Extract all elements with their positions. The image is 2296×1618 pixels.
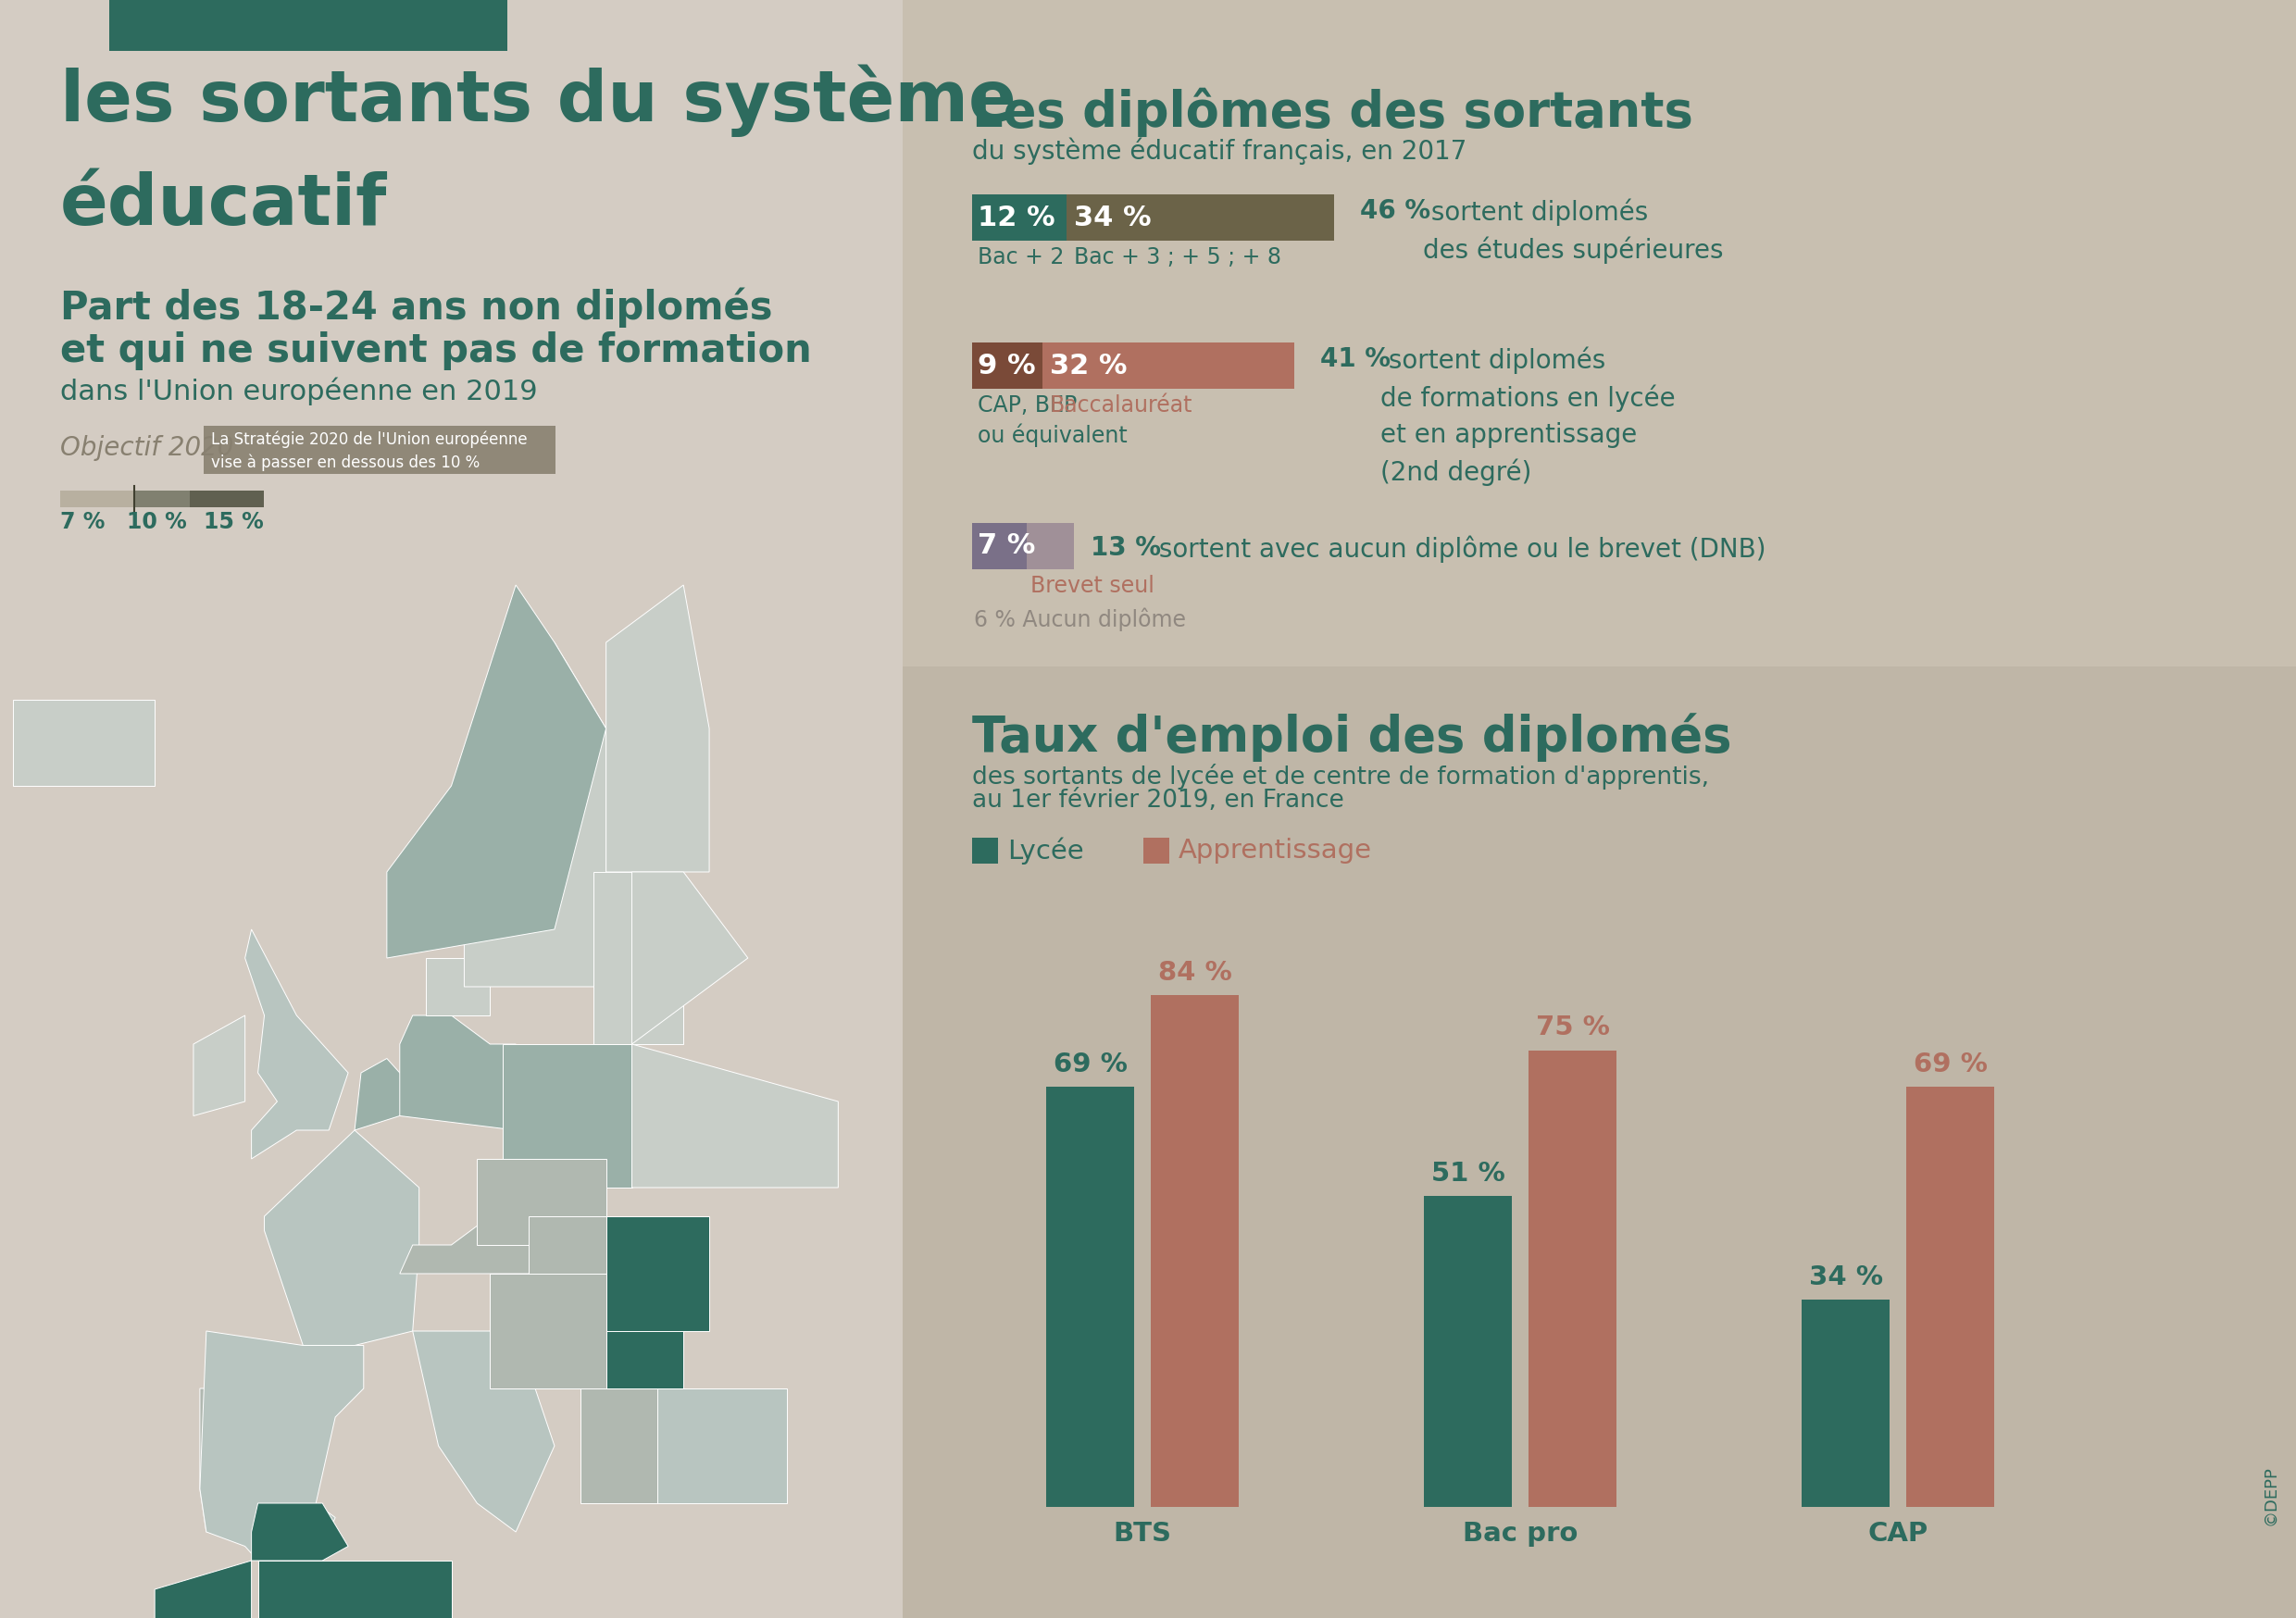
Text: Lycée: Lycée: [1008, 837, 1084, 864]
Text: éducatif: éducatif: [60, 172, 388, 239]
Text: sortent avec aucun diplôme ou le brevet (DNB): sortent avec aucun diplôme ou le brevet …: [1150, 536, 1766, 563]
Text: Apprentissage: Apprentissage: [1178, 838, 1373, 864]
FancyBboxPatch shape: [971, 343, 1295, 388]
Polygon shape: [193, 1016, 246, 1116]
Text: Objectif 2020: Objectif 2020: [60, 435, 234, 461]
Polygon shape: [489, 1273, 606, 1388]
FancyBboxPatch shape: [971, 523, 1075, 570]
FancyBboxPatch shape: [1802, 1299, 1890, 1506]
Text: BTS: BTS: [1114, 1521, 1171, 1547]
FancyBboxPatch shape: [971, 343, 1042, 388]
FancyBboxPatch shape: [971, 523, 1026, 570]
FancyBboxPatch shape: [971, 194, 1334, 241]
Polygon shape: [386, 586, 606, 958]
FancyBboxPatch shape: [204, 426, 556, 474]
Text: ©DEPP: ©DEPP: [2262, 1466, 2278, 1526]
Polygon shape: [400, 1217, 542, 1273]
FancyBboxPatch shape: [60, 490, 133, 508]
Text: 12 %: 12 %: [978, 204, 1056, 231]
Text: 51 %: 51 %: [1430, 1162, 1504, 1188]
Polygon shape: [200, 1332, 363, 1561]
Text: 13 %: 13 %: [1091, 536, 1162, 561]
Text: La Stratégie 2020 de l'Union européenne
vise à passer en dessous des 10 %: La Stratégie 2020 de l'Union européenne …: [211, 432, 528, 471]
Text: Bac + 3 ; + 5 ; + 8: Bac + 3 ; + 5 ; + 8: [1075, 246, 1281, 269]
Text: 46 %: 46 %: [1359, 197, 1430, 223]
Text: 7 %: 7 %: [60, 511, 106, 534]
Text: sortent diplomés
de formations en lycée
et en apprentissage
(2nd degré): sortent diplomés de formations en lycée …: [1380, 346, 1676, 485]
Text: 7 %: 7 %: [978, 532, 1035, 560]
Polygon shape: [200, 1388, 239, 1532]
Text: 69 %: 69 %: [1054, 1052, 1127, 1078]
Polygon shape: [154, 1561, 253, 1618]
Polygon shape: [246, 929, 349, 1158]
FancyBboxPatch shape: [1529, 1050, 1616, 1506]
Text: CAP: CAP: [1867, 1521, 1929, 1547]
FancyBboxPatch shape: [1047, 1087, 1134, 1506]
Text: les sortants du système: les sortants du système: [60, 65, 1017, 138]
Text: 69 %: 69 %: [1913, 1052, 1986, 1078]
Text: Part des 18-24 ans non diplomés: Part des 18-24 ans non diplomés: [60, 286, 771, 327]
FancyBboxPatch shape: [971, 194, 1068, 241]
Text: CAP, BEP
ou équivalent: CAP, BEP ou équivalent: [978, 395, 1127, 447]
FancyBboxPatch shape: [1150, 995, 1240, 1506]
Polygon shape: [631, 872, 748, 1044]
Polygon shape: [354, 1058, 413, 1131]
Polygon shape: [478, 1158, 606, 1244]
Text: Bac + 2: Bac + 2: [978, 246, 1063, 269]
FancyBboxPatch shape: [191, 490, 264, 508]
FancyBboxPatch shape: [902, 0, 2296, 1618]
FancyBboxPatch shape: [902, 667, 2296, 1618]
Text: Taux d'emploi des diplomés: Taux d'emploi des diplomés: [971, 714, 1731, 762]
Text: sortent diplomés
des études supérieures: sortent diplomés des études supérieures: [1424, 197, 1724, 264]
Text: 32 %: 32 %: [1049, 353, 1127, 379]
Text: 15 %: 15 %: [204, 511, 264, 534]
Polygon shape: [657, 1388, 788, 1503]
Text: 75 %: 75 %: [1536, 1014, 1609, 1040]
FancyBboxPatch shape: [110, 0, 507, 50]
FancyBboxPatch shape: [1906, 1087, 1995, 1506]
Polygon shape: [592, 872, 684, 1044]
Polygon shape: [413, 1332, 556, 1532]
Text: du système éducatif français, en 2017: du système éducatif français, en 2017: [971, 138, 1467, 165]
Polygon shape: [400, 1016, 517, 1131]
Text: 41 %: 41 %: [1320, 346, 1391, 372]
Polygon shape: [425, 958, 489, 1016]
Text: 34 %: 34 %: [1075, 204, 1150, 231]
Polygon shape: [606, 586, 709, 872]
Polygon shape: [606, 1217, 709, 1332]
Text: 6 % Aucun diplôme: 6 % Aucun diplôme: [974, 608, 1187, 631]
Text: des sortants de lycée et de centre de formation d'apprentis,: des sortants de lycée et de centre de fo…: [971, 764, 1708, 790]
Polygon shape: [503, 1044, 631, 1188]
Text: dans l'Union européenne en 2019: dans l'Union européenne en 2019: [60, 377, 537, 406]
FancyBboxPatch shape: [133, 490, 191, 508]
Text: Les diplômes des sortants: Les diplômes des sortants: [971, 87, 1692, 138]
Text: 84 %: 84 %: [1157, 959, 1231, 985]
Text: Bac pro: Bac pro: [1463, 1521, 1577, 1547]
Polygon shape: [528, 1217, 606, 1273]
Text: 34 %: 34 %: [1809, 1265, 1883, 1291]
FancyBboxPatch shape: [1143, 838, 1169, 864]
FancyBboxPatch shape: [1424, 1196, 1511, 1506]
Polygon shape: [253, 1503, 349, 1561]
Polygon shape: [264, 1131, 420, 1346]
Polygon shape: [257, 1561, 452, 1618]
Text: Brevet seul: Brevet seul: [1031, 574, 1155, 597]
Polygon shape: [631, 1044, 838, 1188]
Polygon shape: [464, 642, 606, 987]
Text: 9 %: 9 %: [978, 353, 1035, 379]
Text: au 1er février 2019, en France: au 1er février 2019, en France: [971, 788, 1343, 812]
Polygon shape: [581, 1388, 657, 1503]
Polygon shape: [606, 1332, 684, 1388]
Text: et qui ne suivent pas de formation: et qui ne suivent pas de formation: [60, 332, 813, 371]
Polygon shape: [14, 699, 154, 786]
FancyBboxPatch shape: [971, 838, 999, 864]
Text: 10 %: 10 %: [126, 511, 186, 534]
Text: Baccalauréat: Baccalauréat: [1049, 395, 1194, 416]
